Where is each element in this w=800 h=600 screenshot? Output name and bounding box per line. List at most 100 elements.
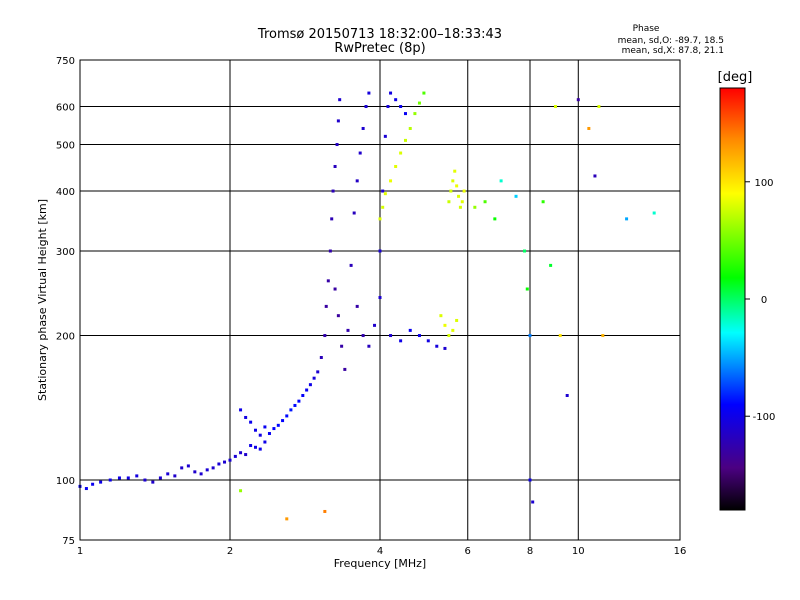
echo-point <box>253 428 257 432</box>
echo-point <box>335 143 339 147</box>
echo-point <box>381 189 385 193</box>
echo-point <box>378 217 382 221</box>
echo-point <box>135 474 139 478</box>
x-tick-label: 1 <box>77 546 83 557</box>
echo-point <box>258 433 262 437</box>
grid-lines <box>80 60 680 540</box>
echo-point <box>439 314 443 318</box>
y-tick-label: 500 <box>56 141 75 152</box>
echo-point <box>558 334 562 338</box>
echo-point <box>367 344 371 348</box>
echo-point <box>108 478 112 482</box>
echo-point <box>541 200 545 204</box>
echo-point <box>173 474 177 478</box>
echo-point <box>253 445 257 449</box>
chart-subtitle: RwPretec (8p) <box>334 41 425 56</box>
echo-point <box>276 423 280 427</box>
echo-point <box>211 466 215 470</box>
y-tick-label: 200 <box>56 332 75 343</box>
echo-point <box>473 205 477 209</box>
echo-point <box>263 440 267 444</box>
echo-point <box>587 126 591 130</box>
echo-point <box>389 334 393 338</box>
colorbar-tick-label: -100 <box>753 412 776 423</box>
echo-point <box>399 105 403 109</box>
echo-point <box>373 323 377 327</box>
echo-point <box>239 408 243 412</box>
echo-point <box>601 334 605 338</box>
echo-point <box>576 98 580 102</box>
echo-point <box>338 98 342 102</box>
echo-point <box>455 318 459 322</box>
echo-point <box>349 263 353 267</box>
echo-point <box>355 179 359 183</box>
echo-point <box>328 249 332 253</box>
echo-point <box>593 174 597 178</box>
echo-point <box>126 476 130 480</box>
echo-point <box>267 432 271 436</box>
echo-point <box>403 138 407 142</box>
echo-point <box>308 383 312 387</box>
echo-point <box>228 458 232 462</box>
echo-point <box>301 394 305 398</box>
x-tick-label: 10 <box>572 546 585 557</box>
y-axis-ticks: 75 100 200 300 400 500 600 750 <box>56 56 75 547</box>
echo-point <box>84 487 88 491</box>
echo-point <box>166 472 170 476</box>
echo-point <box>99 480 103 484</box>
echo-point <box>158 476 162 480</box>
echo-point <box>258 447 262 451</box>
echo-point <box>233 454 237 458</box>
echo-point <box>457 194 461 198</box>
echo-point <box>186 464 190 468</box>
echo-point <box>523 249 527 253</box>
echo-point <box>455 184 459 188</box>
echo-point <box>483 200 487 204</box>
echo-point <box>381 205 385 209</box>
echo-point <box>408 328 412 332</box>
echo-point <box>117 476 121 480</box>
echo-point <box>336 314 340 318</box>
echo-point <box>333 287 337 291</box>
echo-point <box>458 205 462 209</box>
echo-point <box>143 478 147 482</box>
x-tick-label: 16 <box>674 546 687 557</box>
echo-point <box>531 500 535 504</box>
x-axis-ticks: 1 2 4 6 8 10 16 <box>77 546 687 557</box>
y-tick-label: 100 <box>56 476 75 487</box>
echo-point <box>451 179 455 183</box>
echo-point <box>652 211 656 215</box>
echo-point <box>417 334 421 338</box>
phase-stats-x: mean, sd,X: 87.8, 21.1 <box>622 46 724 56</box>
echo-point <box>326 279 330 283</box>
echo-point <box>193 470 197 474</box>
echo-point <box>451 328 455 332</box>
chart-title: Tromsø 20150713 18:32:00–18:33:43 <box>257 27 502 42</box>
echo-point <box>399 151 403 155</box>
x-tick-label: 6 <box>465 546 471 557</box>
echo-point <box>367 91 371 95</box>
echo-point <box>528 478 532 482</box>
echo-point <box>597 105 601 109</box>
echo-point <box>285 414 289 418</box>
echo-point <box>331 189 335 193</box>
echo-point <box>205 468 209 472</box>
echo-point <box>625 217 629 221</box>
x-tick-label: 4 <box>377 546 383 557</box>
y-tick-label: 300 <box>56 247 75 258</box>
echo-point <box>361 126 365 130</box>
echo-point <box>180 466 184 470</box>
echo-point <box>493 217 497 221</box>
echo-point <box>336 119 340 123</box>
echo-point <box>417 101 421 105</box>
echo-point <box>244 453 248 457</box>
colorbar-label: [deg] <box>718 70 753 85</box>
echo-point <box>239 489 243 493</box>
echo-point <box>525 287 529 291</box>
echo-point <box>408 126 412 130</box>
echo-point <box>352 211 356 215</box>
echo-point <box>443 323 447 327</box>
echo-point <box>403 112 407 116</box>
echo-point <box>293 403 297 407</box>
